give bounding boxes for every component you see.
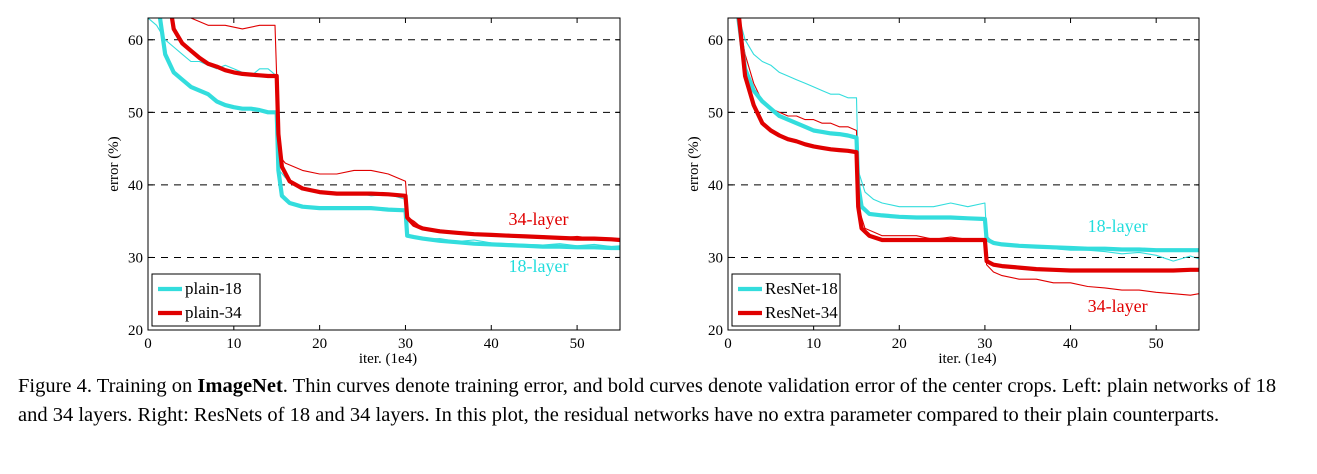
right-chart-axes-frame — [727, 17, 1200, 331]
figure-caption: Figure 4. Training on ImageNet. Thin cur… — [18, 372, 1303, 430]
left-chart-xtick-label-20: 20 — [312, 336, 327, 352]
right-chart-series-resnet-18-train — [738, 18, 1199, 262]
left-chart-xtick-label-0: 0 — [144, 336, 152, 352]
left-chart-legend-label-plain-34: plain-34 — [185, 303, 242, 322]
left-chart-legend-box — [151, 273, 261, 327]
right-chart-ytick-label-60: 60 — [708, 33, 723, 49]
caption-text: . Thin curves denote training error, and… — [18, 375, 1277, 426]
right-chart-xtick-label-30: 30 — [977, 336, 992, 352]
right-chart-annotation-18-layer: 18-layer — [1088, 216, 1148, 236]
caption-prefix: Figure 4. Training on — [18, 375, 198, 397]
right-chart-legend: ResNet-18 ResNet-34 — [731, 273, 841, 327]
left-chart-legend: plain-18 plain-34 — [151, 273, 261, 327]
left-chart: 0 10 20 30 40 50 20 30 40 50 60 iter. (1e4) error (%… — [106, 17, 621, 367]
right-chart-xtick-label-10: 10 — [806, 336, 821, 352]
left-chart-xtick-label-50: 50 — [570, 336, 585, 352]
left-chart-annotation-18-layer: 18-layer — [508, 256, 568, 276]
right-chart-ylabel: error (%) — [686, 136, 702, 191]
left-chart-ylabel: error (%) — [106, 136, 122, 191]
right-chart-xtick-label-20: 20 — [892, 336, 907, 352]
left-chart-ytick-label-30: 30 — [128, 250, 143, 266]
right-chart-ytick-label-20: 20 — [708, 323, 723, 339]
left-chart-series-plain-34 — [169, 18, 620, 243]
right-chart-annotation-34-layer: 34-layer — [1088, 296, 1148, 316]
left-chart-legend-label-plain-18: plain-18 — [185, 279, 242, 298]
right-chart-legend-label-resnet-34: ResNet-34 — [765, 303, 838, 322]
right-chart-xtick-label-40: 40 — [1063, 336, 1078, 352]
right-chart-ytick-label-50: 50 — [708, 105, 723, 121]
right-chart-series-resnet-34-train — [737, 18, 1199, 296]
right-chart-ytick-label-40: 40 — [708, 178, 723, 194]
left-chart-xtick-label-30: 30 — [398, 336, 413, 352]
right-chart-xtick-label-50: 50 — [1149, 336, 1164, 352]
left-chart-ytick-label-60: 60 — [128, 33, 143, 49]
left-chart-series-plain-34-train — [148, 18, 620, 241]
left-chart-ytick-label-50: 50 — [128, 105, 143, 121]
left-chart-ytick-label-40: 40 — [128, 178, 143, 194]
left-chart-xtick-label-40: 40 — [484, 336, 499, 352]
right-chart-series-resnet-34 — [737, 18, 1199, 273]
left-chart-xtick-label-10: 10 — [226, 336, 241, 352]
left-chart-annotation-34-layer: 34-layer — [508, 209, 568, 229]
right-chart-xtick-label-0: 0 — [724, 336, 732, 352]
right-chart-legend-box — [731, 273, 841, 327]
left-chart-xlabel: iter. (1e4) — [359, 351, 417, 367]
right-chart-series-resnet-18 — [736, 18, 1199, 253]
caption-bold: ImageNet — [197, 375, 283, 397]
right-chart-legend-label-resnet-18: ResNet-18 — [765, 279, 838, 298]
left-chart-ytick-label-20: 20 — [128, 323, 143, 339]
right-chart-ytick-label-30: 30 — [708, 250, 723, 266]
right-chart-xlabel: iter. (1e4) — [938, 351, 996, 367]
left-chart-series-plain-18 — [157, 18, 620, 251]
left-chart-axes-frame — [147, 17, 621, 331]
figure-4-charts: 0 10 20 30 40 50 20 30 40 50 60 iter. (1e4) error (%… — [106, 17, 1200, 367]
right-chart: 0 10 20 30 40 50 20 30 40 50 60 iter. (1e4) error (%… — [686, 17, 1200, 367]
